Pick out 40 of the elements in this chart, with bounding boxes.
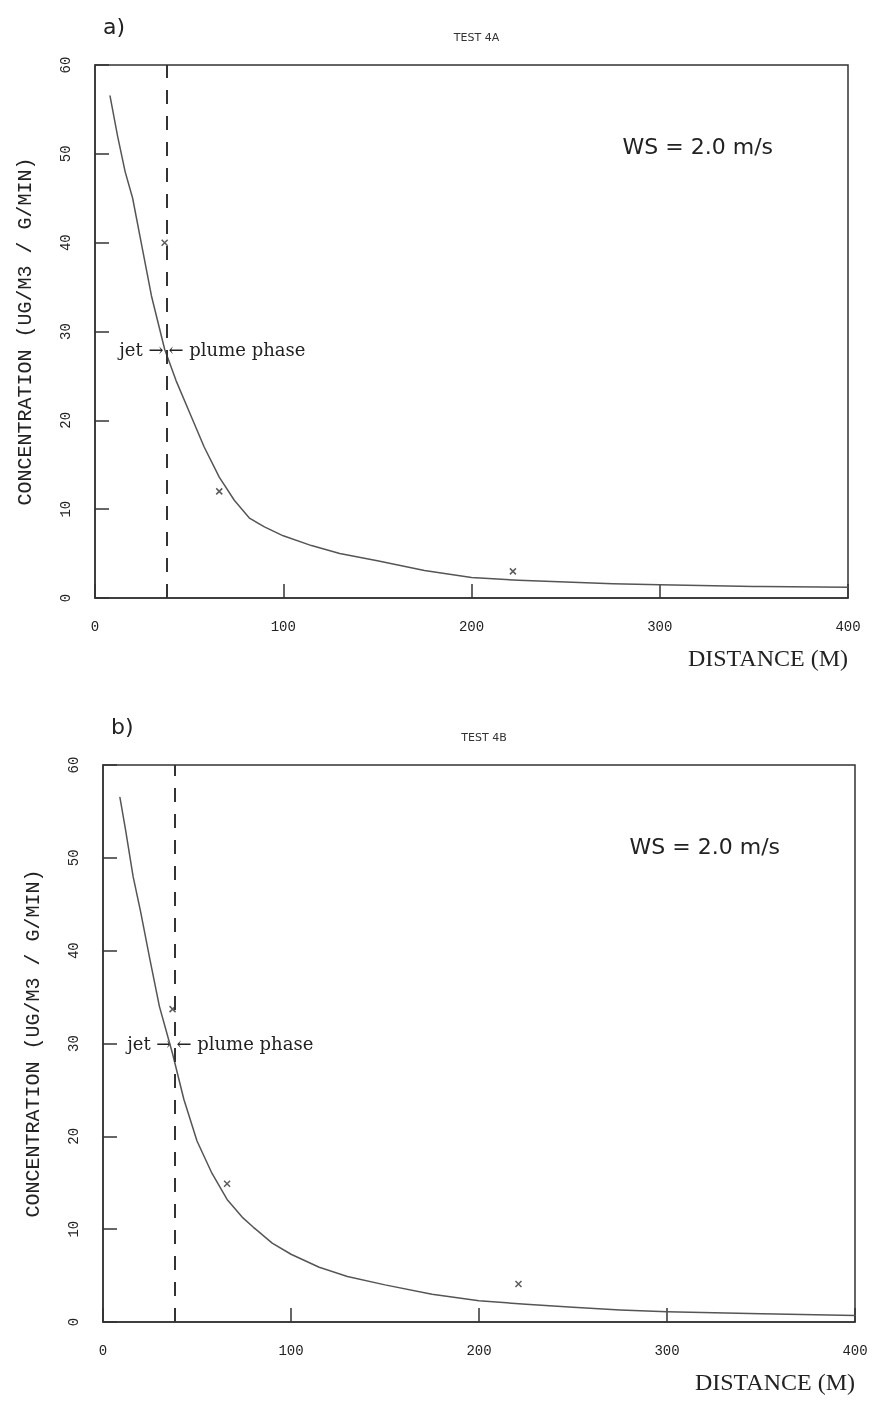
y-tick-label: 0 (66, 1317, 82, 1327)
y-tick-label: 10 (58, 500, 74, 518)
line-series (119, 796, 856, 1317)
y-tick-label: 0 (58, 593, 74, 603)
x-tick-label: 400 (842, 1343, 868, 1359)
x-tick-label: 200 (466, 1343, 492, 1359)
y-tick-label: 50 (58, 145, 74, 163)
x-tick-label: 100 (270, 619, 296, 635)
x-tick-label: 400 (835, 619, 861, 635)
y-tick-label: 20 (66, 1127, 82, 1145)
annotation: ← plume phase (168, 338, 306, 360)
x-tick-label: 300 (647, 619, 673, 635)
chart-title: TEST 4A (452, 31, 500, 44)
y-tick-label: 60 (66, 756, 82, 774)
text: a) (103, 13, 126, 39)
x-tick-label: 200 (458, 619, 485, 635)
annotation: jet → (117, 338, 164, 360)
x-tick-label: 0 (90, 619, 100, 635)
x-axis-title: DISTANCE (M) (687, 645, 848, 671)
annotation: ← plume phase (176, 1033, 314, 1054)
y-tick-label: 30 (58, 323, 74, 340)
x-tick-label: 300 (654, 1343, 680, 1359)
y-tick-label: 40 (58, 234, 74, 252)
y-axis-title: CONCENTRATION (UG/M3 / G/MIN) (21, 869, 45, 1218)
y-tick-label: 10 (66, 1220, 82, 1238)
y-tick-label: 50 (66, 849, 82, 867)
annotation: WS = 2.0 m/s (622, 133, 774, 159)
x-tick-label: 0 (98, 1343, 108, 1359)
y-tick-label: 40 (66, 942, 82, 960)
text: b) (111, 713, 134, 739)
y-tick-label: 20 (58, 411, 74, 429)
y-tick-label: 30 (66, 1035, 82, 1052)
y-tick-label: 60 (58, 56, 74, 74)
x-axis-title: DISTANCE (M) (694, 1369, 855, 1395)
y-axis-title: CONCENTRATION (UG/M3 / G/MIN) (13, 157, 37, 506)
point (160, 238, 169, 247)
chart-title: TEST 4B (460, 731, 507, 744)
annotation: WS = 2.0 m/s (629, 833, 781, 859)
line-series (109, 95, 849, 589)
x-tick-label: 100 (278, 1343, 304, 1359)
